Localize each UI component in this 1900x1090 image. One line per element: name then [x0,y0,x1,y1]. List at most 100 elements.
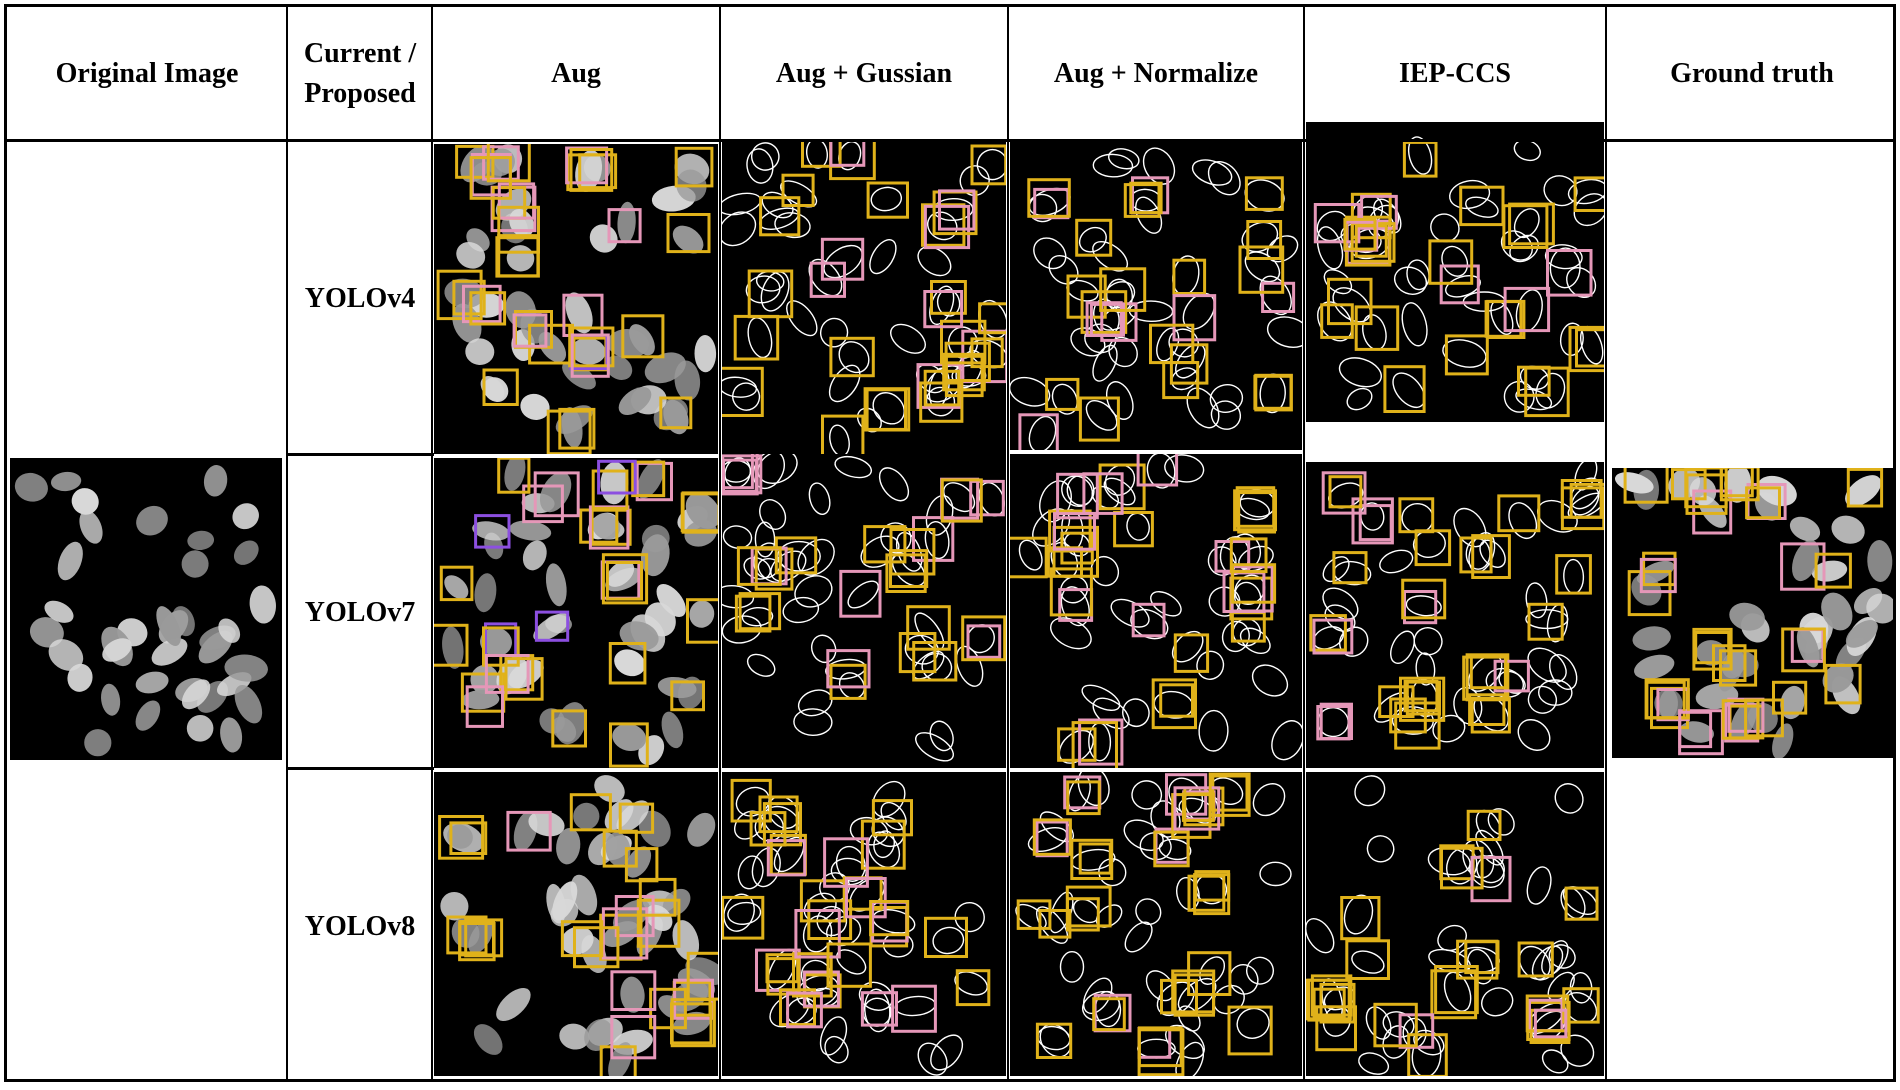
nucleus [234,685,263,724]
nucleus [1092,153,1134,178]
nucleus [44,600,74,623]
detection-box [1470,855,1512,903]
nucleus [954,902,985,933]
nucleus [1407,136,1433,175]
detection-box [1350,192,1392,240]
nucleus [561,926,594,955]
detection-box [610,970,657,1012]
nucleus [1531,945,1564,981]
nucleus [1110,598,1150,628]
detection-box [1173,786,1221,831]
detection-box [1373,1002,1418,1048]
nucleus [1051,383,1078,415]
nucleus [1198,709,1229,752]
detection-box [1468,693,1506,727]
nucleus [663,399,689,435]
nucleus [754,521,776,558]
detection-box [686,598,718,644]
detection-box [1321,471,1367,515]
detection-box [601,553,649,605]
detection-box [1493,659,1530,693]
detection-box [1824,663,1862,705]
detection-box [1137,1026,1183,1068]
nucleus [456,241,486,269]
detection-box [1360,194,1398,230]
nucleus [1332,287,1371,323]
microscopy-canvas [1313,136,1604,418]
detection-box [766,957,801,996]
nucleus [872,392,905,425]
nucleus [1126,512,1150,541]
detection-box [1229,537,1268,574]
row-label-yolov7: YOLOv7 [304,597,416,628]
nucleus [1354,775,1386,807]
detection-box [1235,486,1276,528]
image-yolov8-aug [434,772,718,1076]
detection-box [1721,699,1760,740]
detection-box [533,471,580,518]
nucleus [447,824,473,849]
detection-box [1010,536,1048,579]
nucleus [496,987,531,1022]
image-yolov7-aug-normalize [1010,454,1302,768]
detection-box [455,144,495,179]
nucleus [864,988,891,1033]
detection-box [1394,701,1441,750]
detection-box [438,815,485,860]
nucleus [1186,387,1220,429]
detection-box [1354,224,1388,258]
nucleus [1108,148,1140,170]
nucleus [522,540,547,571]
detection-box [560,920,604,958]
nucleus [746,148,774,184]
detection-box [944,341,991,382]
image-yolov7-aug-gaussian [722,454,1006,768]
detection-box [1246,220,1283,260]
detection-box [1071,721,1118,768]
nucleus [758,207,800,230]
detection-box [1151,678,1197,730]
detection-box [1712,644,1747,682]
nucleus [1517,719,1551,751]
detection-box [826,942,872,988]
detection-box [845,877,887,919]
nucleus [847,580,879,609]
nucleus [1156,981,1195,1017]
nucleus [495,188,532,221]
nucleus [672,920,700,961]
detection-box [1319,982,1356,1024]
detection-box [722,454,754,490]
column-divider-1 [286,4,288,1082]
nucleus [1554,783,1584,814]
detection-box [829,140,876,181]
nucleus [625,846,652,878]
nucleus [735,786,770,817]
nucleus [1379,549,1414,574]
detection-box [869,900,910,937]
nucleus [1481,987,1514,1017]
nucleus [1146,454,1176,489]
detection-box [497,234,540,278]
nucleus [741,606,774,627]
nucleus [722,525,753,549]
detection-box [1159,683,1194,718]
nucleus [1430,213,1460,243]
detection-box [1089,302,1125,337]
nucleus [1236,1007,1270,1039]
detection-box [452,279,486,316]
nucleus [750,142,780,171]
nucleus [509,520,552,541]
detection-box [569,148,614,192]
detection-box [1745,486,1782,520]
image-yolov8-aug-normalize [1010,772,1302,1076]
nucleus [1442,339,1487,368]
nucleus [1323,269,1353,295]
nucleus [186,714,214,742]
nucleus [528,811,565,837]
nucleus [101,683,121,716]
nucleus [1729,602,1765,631]
nucleus [1796,627,1820,668]
nucleus [156,606,181,647]
nucleus [1831,515,1865,544]
nucleus [1252,783,1286,817]
